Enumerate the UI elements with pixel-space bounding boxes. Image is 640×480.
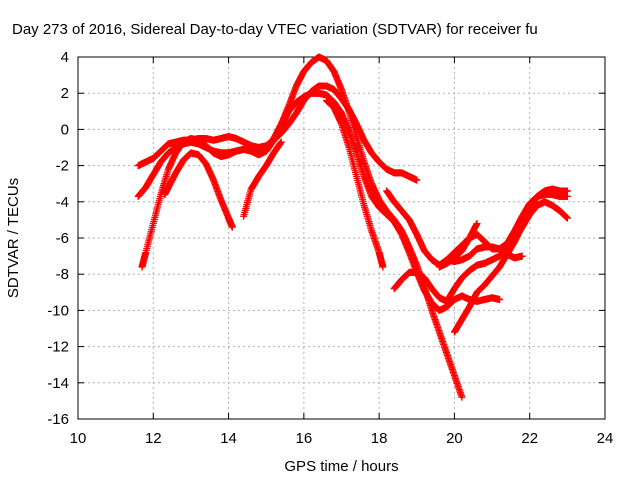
data-points	[134, 53, 571, 401]
x-tick-label: 18	[371, 430, 388, 447]
data-point	[473, 220, 481, 228]
series-6	[240, 138, 285, 220]
y-tick-label: -8	[56, 266, 69, 283]
x-tick-label: 14	[220, 430, 237, 447]
x-tick-label: 10	[70, 430, 87, 447]
y-tick-label: -12	[47, 339, 69, 356]
y-tick-label: -16	[47, 411, 69, 428]
data-point	[413, 176, 421, 184]
y-tick-label: 0	[61, 121, 69, 138]
data-point	[563, 214, 571, 222]
series-4	[161, 149, 236, 231]
x-tick-label: 22	[521, 430, 538, 447]
y-tick-label: 4	[61, 49, 69, 66]
x-tick-label: 16	[296, 430, 313, 447]
data-point	[496, 296, 504, 304]
gridlines	[78, 57, 605, 419]
chart-title: Day 273 of 2016, Sidereal Day-to-day VTE…	[12, 21, 538, 38]
y-tick-label: -4	[56, 194, 69, 211]
y-axis-label: SDTVAR / TECUs	[5, 178, 22, 298]
x-axis-label: GPS time / hours	[284, 458, 398, 475]
x-tick-label: 12	[145, 430, 162, 447]
x-tick-label: 24	[597, 430, 614, 447]
y-tick-label: -6	[56, 230, 69, 247]
y-tick-label: -14	[47, 375, 69, 392]
x-tick-label: 20	[446, 430, 463, 447]
data-point	[277, 138, 285, 146]
data-point	[379, 263, 387, 271]
data-point	[518, 252, 526, 260]
y-tick-label: -2	[56, 158, 69, 175]
series-5	[322, 96, 387, 271]
series-9	[450, 185, 571, 336]
y-tick-label: 2	[61, 85, 69, 102]
data-point	[563, 187, 571, 195]
series-10	[443, 243, 526, 266]
y-tick-label: -10	[47, 302, 69, 319]
data-point	[228, 223, 236, 231]
data-point	[458, 393, 466, 401]
series-11	[435, 220, 481, 271]
